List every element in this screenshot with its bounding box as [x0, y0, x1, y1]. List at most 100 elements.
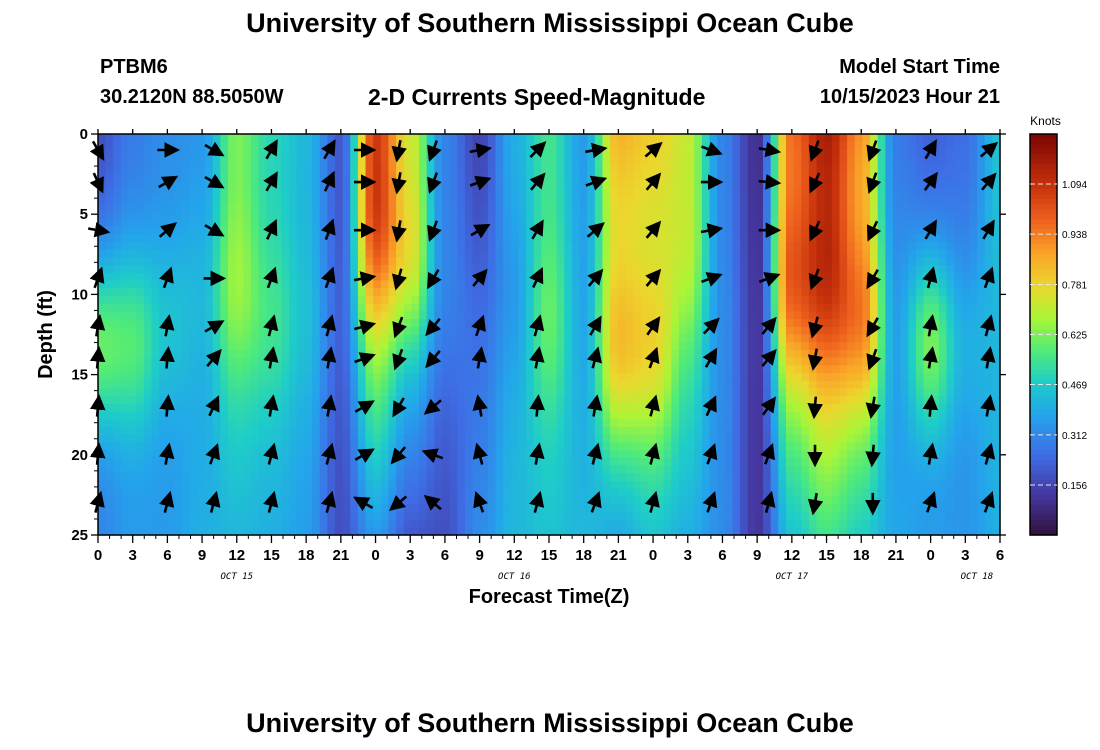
- heatmap-cell: [403, 180, 412, 189]
- heatmap-cell: [258, 388, 267, 397]
- heatmap-cell: [304, 187, 313, 197]
- heatmap-cell: [350, 272, 359, 282]
- heatmap-cell: [441, 334, 451, 343]
- heatmap-cell: [633, 380, 642, 390]
- heatmap-cell: [174, 419, 183, 428]
- heatmap-cell: [594, 187, 604, 197]
- heatmap-cell: [694, 411, 703, 420]
- heatmap-cell: [273, 357, 283, 366]
- heatmap-cell: [594, 481, 604, 490]
- heatmap-cell: [678, 488, 688, 498]
- heatmap-cell: [434, 164, 443, 174]
- heatmap-cell: [571, 203, 581, 212]
- heatmap-cell: [174, 241, 183, 251]
- heatmap-cell: [365, 249, 374, 258]
- heatmap-cell: [258, 180, 267, 189]
- heatmap-cell: [602, 234, 611, 243]
- heatmap-cell: [549, 134, 558, 143]
- heatmap-cell: [334, 481, 344, 490]
- heatmap-cell: [365, 427, 374, 436]
- heatmap-cell: [159, 141, 168, 151]
- heatmap-cell: [472, 481, 481, 490]
- heatmap-cell: [243, 265, 252, 274]
- heatmap-cell: [258, 218, 267, 228]
- heatmap-cell: [594, 473, 604, 482]
- heatmap-cell: [579, 457, 588, 467]
- heatmap-cell: [380, 373, 390, 382]
- heatmap-cell: [258, 311, 267, 320]
- heatmap-cell: [503, 272, 512, 282]
- heatmap-cell: [541, 157, 550, 166]
- heatmap-cell: [816, 442, 825, 451]
- heatmap-cell: [419, 349, 428, 359]
- heatmap-cell: [747, 511, 756, 521]
- heatmap-cell: [648, 388, 657, 397]
- heatmap-cell: [732, 411, 741, 420]
- heatmap-cell: [464, 450, 474, 459]
- heatmap-cell: [648, 164, 657, 174]
- heatmap-cell: [755, 427, 764, 436]
- heatmap-cell: [541, 272, 550, 282]
- heatmap-cell: [717, 442, 726, 451]
- heatmap-cell: [357, 172, 367, 181]
- heatmap-cell: [510, 257, 520, 266]
- heatmap-cell: [373, 511, 382, 521]
- heatmap-cell: [503, 334, 512, 343]
- heatmap-cell: [564, 249, 573, 258]
- heatmap-cell: [587, 388, 596, 397]
- heatmap-cell: [778, 172, 787, 181]
- heatmap-cell: [464, 288, 474, 297]
- heatmap-cell: [487, 211, 497, 220]
- heatmap-cell: [808, 465, 818, 474]
- heatmap-cell: [740, 288, 749, 297]
- heatmap-cell: [365, 511, 374, 521]
- heatmap-cell: [449, 164, 458, 174]
- heatmap-cell: [602, 280, 611, 289]
- heatmap-cell: [189, 164, 198, 174]
- heatmap-cell: [441, 504, 451, 513]
- heatmap-cell: [128, 419, 137, 428]
- heatmap-cell: [403, 241, 412, 251]
- heatmap-cell: [763, 380, 772, 390]
- heatmap-cell: [656, 504, 665, 513]
- heatmap-cell: [296, 226, 305, 235]
- heatmap-cell: [457, 342, 466, 351]
- heatmap-cell: [319, 434, 328, 444]
- heatmap-cell: [365, 265, 374, 274]
- heatmap-cell: [227, 272, 237, 282]
- heatmap-cell: [610, 450, 619, 459]
- heatmap-cell: [701, 388, 711, 397]
- heatmap-cell: [571, 388, 581, 397]
- heatmap-cell: [732, 396, 741, 405]
- heatmap-cell: [564, 365, 573, 374]
- heatmap-cell: [380, 388, 390, 397]
- heatmap-cell: [159, 481, 168, 490]
- heatmap-cell: [686, 265, 695, 274]
- heatmap-cell: [388, 141, 397, 151]
- heatmap-cell: [289, 496, 298, 505]
- heatmap-cell: [434, 380, 443, 390]
- heatmap-cell: [656, 334, 665, 343]
- heatmap-cell: [579, 326, 588, 336]
- heatmap-cell: [617, 326, 627, 336]
- heatmap-cell: [808, 218, 818, 228]
- heatmap-cell: [342, 187, 351, 197]
- heatmap-cell: [526, 334, 535, 343]
- heatmap-cell: [151, 519, 160, 528]
- heatmap-cell: [717, 481, 726, 490]
- heatmap-cell: [785, 203, 795, 212]
- heatmap-cell: [487, 496, 497, 505]
- heatmap-cell: [312, 265, 321, 274]
- heatmap-cell: [740, 180, 749, 189]
- heatmap-cell: [174, 473, 183, 482]
- heatmap-cell: [763, 172, 772, 181]
- heatmap-cell: [304, 411, 313, 420]
- heatmap-cell: [579, 272, 588, 282]
- heatmap-cell: [579, 203, 588, 212]
- heatmap-cell: [503, 280, 512, 289]
- heatmap-cell: [625, 465, 634, 474]
- heatmap-cell: [342, 373, 351, 382]
- heatmap-cell: [487, 427, 497, 436]
- heatmap-cell: [487, 195, 497, 204]
- station-coordinates: 30.2120N 88.5050W: [100, 86, 284, 108]
